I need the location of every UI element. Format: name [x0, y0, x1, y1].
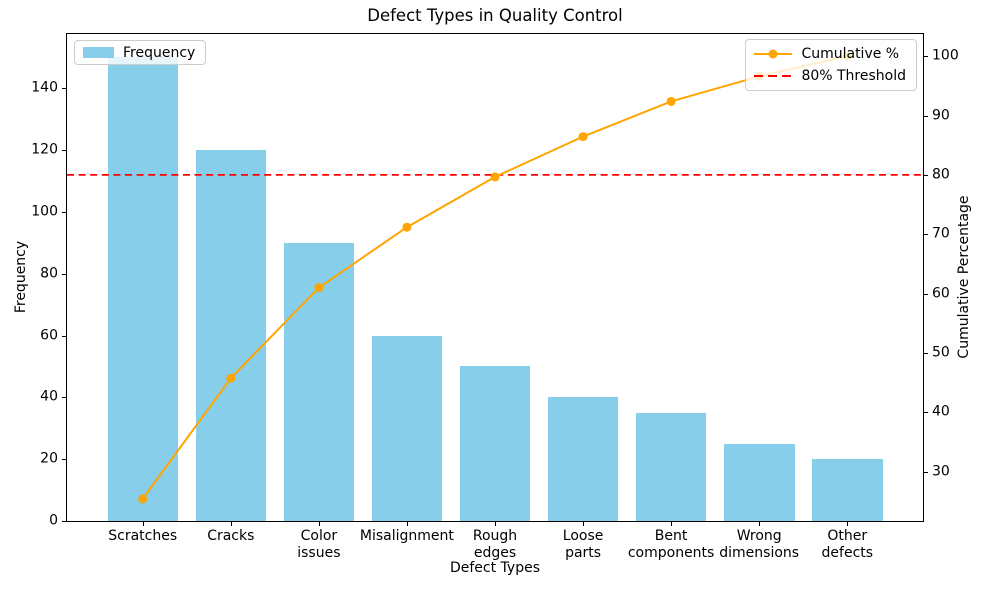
x-tick-label-color-issues: Color issues — [297, 528, 341, 561]
right-tick-label: 70 — [932, 225, 950, 242]
left-tick-mark — [62, 273, 66, 275]
bar-other-defects — [812, 459, 883, 521]
right-tick-label: 80 — [932, 166, 950, 183]
x-tick-mark — [230, 522, 232, 526]
bar-wrong-dimensions — [724, 443, 795, 521]
x-tick-label-bent-components: Bent components — [627, 528, 715, 561]
right-tick-label: 90 — [932, 107, 950, 124]
left-tick-label: 20 — [40, 450, 58, 467]
right-tick-mark — [924, 293, 928, 295]
x-tick-mark — [583, 522, 585, 526]
frequency-bar-swatch-icon — [83, 47, 114, 58]
bar-misalignment — [371, 335, 443, 521]
right-tick-label: 40 — [932, 403, 950, 420]
x-tick-mark — [759, 522, 761, 526]
legend-cumulative: Cumulative % 80% Threshold — [745, 39, 917, 91]
line-marker-dot — [768, 49, 778, 59]
legend-frequency: Frequency — [74, 40, 207, 65]
right-tick-label: 100 — [932, 47, 959, 64]
legend-label-cumulative: Cumulative % — [801, 46, 900, 62]
right-tick-mark — [924, 174, 928, 176]
right-tick-label: 50 — [932, 344, 950, 361]
left-tick-label: 80 — [40, 265, 58, 282]
left-tick-mark — [62, 459, 66, 461]
legend-label-frequency: Frequency — [123, 44, 196, 61]
bar-scratches — [107, 57, 178, 521]
cumulative-marker-4 — [402, 222, 412, 232]
x-tick-mark — [495, 522, 496, 526]
left-tick-label: 140 — [31, 79, 58, 96]
x-tick-mark — [142, 522, 144, 526]
x-tick-label-other-defects: Other defects — [821, 528, 874, 561]
left-tick-mark — [62, 88, 66, 90]
left-tick-label: 0 — [49, 512, 58, 529]
x-tick-label-scratches: Scratches — [108, 528, 178, 544]
right-tick-label: 30 — [932, 463, 950, 480]
x-tick-label-loose-parts: Loose parts — [562, 528, 604, 561]
chart-title: Defect Types in Quality Control — [367, 6, 623, 25]
right-tick-mark — [924, 115, 928, 117]
cumulative-marker-5 — [490, 172, 500, 182]
x-tick-label-wrong-dimensions: Wrong dimensions — [719, 528, 800, 561]
x-tick-label-cracks: Cracks — [207, 528, 255, 544]
bar-bent-components — [635, 412, 707, 521]
x-tick-label-misalignment: Misalignment — [359, 528, 454, 544]
bar-rough-edges — [459, 366, 531, 521]
left-tick-mark — [62, 335, 66, 337]
right-tick-mark — [924, 234, 928, 236]
bar-loose-parts — [547, 397, 619, 521]
threshold-dash-swatch-icon — [754, 71, 792, 82]
right-tick-mark — [924, 412, 928, 414]
bar-color-issues — [283, 242, 355, 521]
left-tick-label: 100 — [31, 203, 58, 220]
x-tick-mark — [847, 522, 849, 526]
right-tick-mark — [924, 353, 928, 354]
cumulative-marker-7 — [666, 96, 676, 106]
legend-row-cumulative: Cumulative % — [754, 45, 906, 63]
legend-row-threshold: 80% Threshold — [754, 67, 906, 85]
x-axis-title: Defect Types — [449, 560, 541, 576]
left-tick-mark — [62, 397, 66, 399]
left-tick-label: 60 — [40, 327, 58, 344]
left-tick-mark — [62, 211, 66, 213]
left-tick-mark — [62, 150, 66, 151]
left-tick-mark — [62, 521, 66, 522]
x-tick-label-rough-edges: Rough edges — [472, 528, 518, 561]
x-tick-mark — [406, 522, 408, 526]
right-tick-mark — [924, 471, 928, 473]
right-tick-mark — [924, 56, 928, 58]
cumulative-line-swatch-icon — [754, 49, 793, 60]
plot-area: Frequency Cumulative % 80% Threshold — [66, 33, 924, 522]
x-tick-mark — [671, 522, 673, 526]
left-tick-label: 40 — [40, 388, 58, 405]
x-tick-mark — [318, 522, 320, 526]
cumulative-marker-6 — [578, 132, 588, 142]
legend-label-threshold: 80% Threshold — [801, 68, 906, 84]
right-tick-label: 60 — [932, 285, 950, 302]
bar-cracks — [195, 150, 267, 521]
left-tick-label: 120 — [31, 141, 58, 158]
